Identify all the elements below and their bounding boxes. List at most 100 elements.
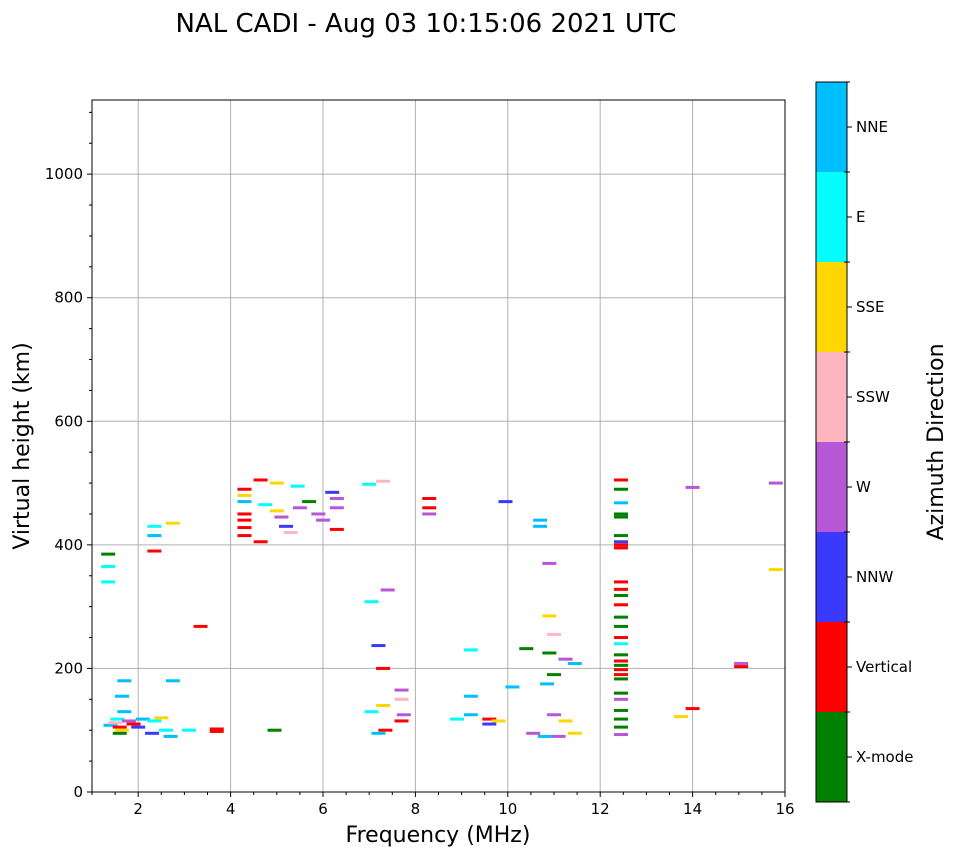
echo-point	[558, 657, 573, 661]
echo-point	[613, 615, 628, 619]
colorbar-tick-label: SSE	[856, 298, 885, 316]
echo-point	[768, 481, 783, 485]
echo-point	[613, 594, 628, 598]
echo-point	[376, 479, 391, 483]
echo-point	[422, 497, 437, 501]
echo-point	[613, 642, 628, 646]
colorbar-tick-label: W	[856, 478, 871, 496]
echo-point	[279, 524, 294, 528]
echo-point	[163, 734, 178, 738]
echo-point	[422, 506, 437, 510]
echo-point	[258, 503, 273, 507]
echo-point	[613, 708, 628, 712]
echo-point	[613, 668, 628, 672]
data-points	[101, 478, 783, 738]
echo-point	[380, 588, 395, 592]
echo-point	[158, 728, 173, 732]
colorbar-tick-label: SSW	[856, 388, 890, 406]
echo-point	[537, 734, 552, 738]
echo-point	[613, 587, 628, 591]
echo-point	[394, 719, 409, 723]
echo-point	[613, 663, 628, 667]
echo-point	[154, 716, 169, 720]
echo-point	[542, 614, 557, 618]
echo-point	[117, 679, 132, 683]
echo-point	[533, 524, 548, 528]
echo-point	[533, 518, 548, 522]
echo-point	[396, 713, 411, 717]
y-tick-label: 600	[54, 412, 83, 430]
y-tick-label: 400	[54, 536, 83, 554]
echo-point	[394, 688, 409, 692]
echo-point	[505, 685, 520, 689]
y-tick-label: 0	[73, 783, 83, 801]
echo-point	[237, 487, 252, 491]
echo-point	[126, 722, 141, 726]
echo-point	[117, 710, 132, 714]
colorbar-tick-label: X-mode	[856, 748, 913, 766]
echo-point	[290, 484, 305, 488]
echo-point	[613, 653, 628, 657]
colorbar-label: Azimuth Direction	[924, 343, 949, 540]
echo-point	[613, 501, 628, 505]
colorbar-tick-label: NNW	[856, 568, 893, 586]
echo-point	[498, 500, 513, 504]
echo-point	[613, 624, 628, 628]
colorbar-segment	[816, 352, 847, 442]
echo-point	[422, 512, 437, 516]
echo-point	[292, 506, 307, 510]
colorbar-tick-label: Vertical	[856, 658, 912, 676]
echo-point	[267, 728, 282, 732]
x-tick-label: 8	[411, 800, 421, 818]
echo-point	[613, 603, 628, 607]
x-tick-label: 14	[683, 800, 702, 818]
colorbar-segment	[816, 712, 847, 802]
echo-point	[147, 719, 162, 723]
echo-point	[147, 524, 162, 528]
echo-point	[145, 731, 160, 735]
echo-point	[237, 534, 252, 538]
echo-point	[613, 543, 628, 547]
y-axis-ticks: 0 200 400 600 800 1000	[45, 111, 92, 801]
echo-point	[567, 661, 582, 665]
echo-point	[613, 697, 628, 701]
echo-point	[329, 497, 344, 501]
echo-point	[364, 600, 379, 604]
echo-point	[209, 727, 224, 731]
echo-point	[547, 632, 561, 636]
echo-point	[101, 564, 116, 568]
echo-point	[316, 518, 330, 522]
echo-point	[734, 665, 749, 669]
x-axis-ticks: 2 4 6 8 10 12 14 16	[91, 792, 795, 818]
echo-point	[768, 568, 783, 572]
x-tick-label: 12	[591, 800, 610, 818]
echo-point	[613, 677, 628, 681]
echo-point	[108, 721, 123, 725]
echo-point	[362, 482, 377, 486]
echo-point	[302, 500, 317, 504]
echo-point	[463, 694, 478, 698]
y-tick-label: 1000	[45, 165, 83, 183]
echo-point	[613, 717, 628, 721]
echo-point	[613, 725, 628, 729]
echo-point	[237, 493, 252, 497]
echo-point	[613, 546, 628, 550]
echo-point	[376, 666, 391, 670]
echo-point	[491, 719, 506, 723]
echo-point	[674, 715, 689, 719]
echo-point	[147, 549, 162, 553]
colorbar-segment	[816, 262, 847, 352]
echo-point	[613, 512, 628, 516]
colorbar-frame	[815, 81, 848, 803]
echo-point	[526, 731, 541, 735]
echo-point	[371, 731, 386, 735]
echo-point	[734, 661, 749, 665]
colorbar-segment	[816, 442, 847, 532]
echo-point	[283, 531, 298, 534]
echo-point	[463, 648, 478, 652]
grid	[92, 100, 785, 792]
echo-point	[329, 506, 344, 510]
x-tick-label: 4	[226, 800, 236, 818]
plot-frame	[91, 99, 786, 793]
echo-point	[613, 636, 628, 640]
